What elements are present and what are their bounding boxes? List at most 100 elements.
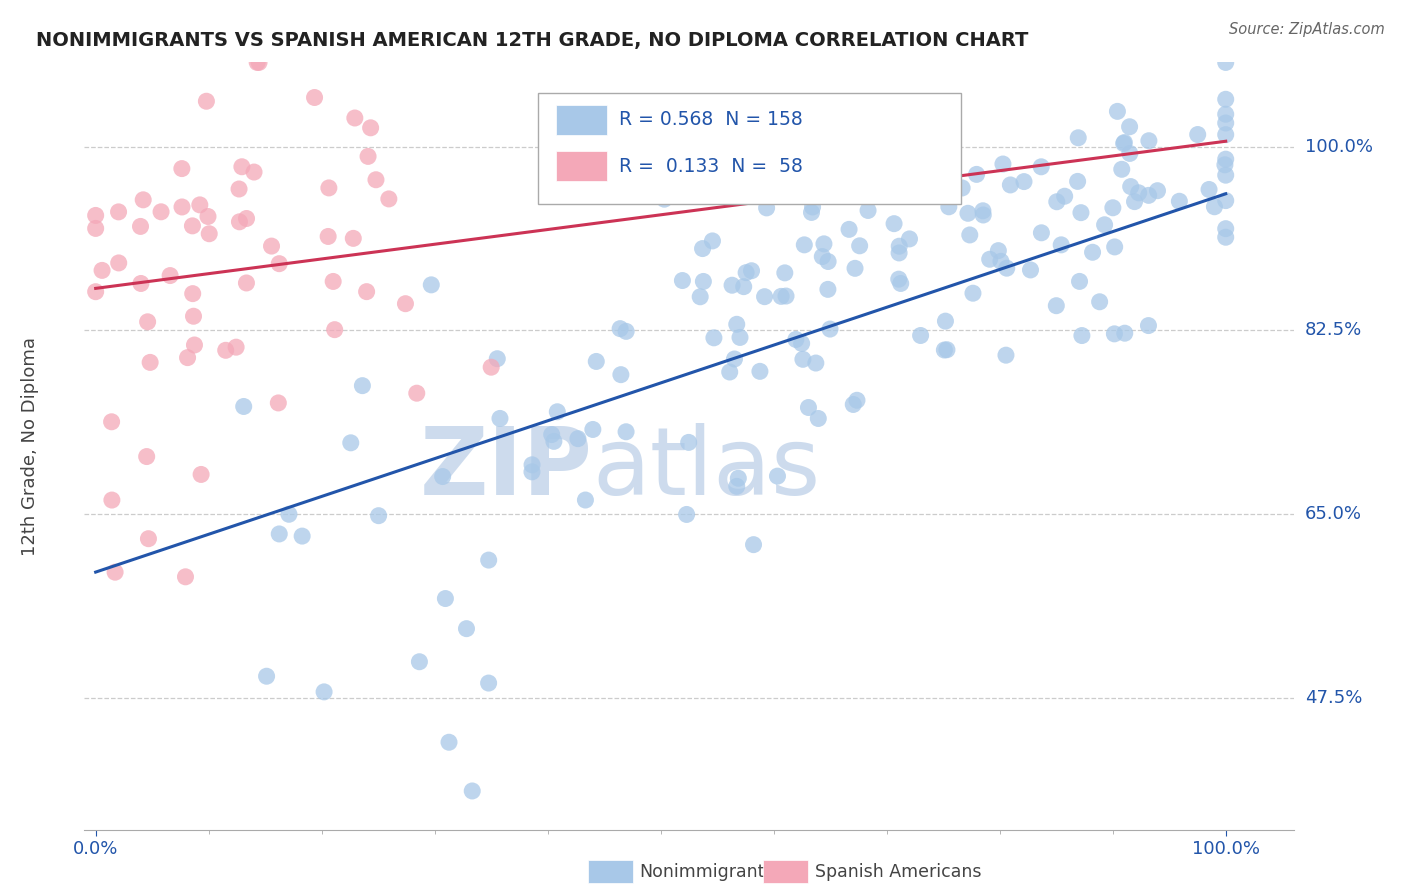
Point (1215, 55, 1237, 70)
Point (339, 435, 361, 450)
Point (357, 149, 380, 163)
Point (824, 170, 846, 185)
Point (813, 236, 835, 251)
Point (610, 368, 633, 382)
Point (101, 493, 124, 508)
Point (1215, 107, 1237, 121)
Point (256, 669, 278, 683)
Point (104, 565, 127, 579)
FancyBboxPatch shape (538, 93, 962, 204)
Point (235, 276, 257, 290)
Point (1067, 130, 1090, 145)
Point (132, 193, 155, 207)
Point (675, 508, 697, 522)
Point (1114, 326, 1136, 341)
Point (432, 469, 454, 483)
Point (703, 331, 725, 345)
Point (1128, 186, 1150, 200)
Point (827, 178, 849, 193)
Point (741, 264, 763, 278)
Point (725, 318, 748, 332)
Point (1146, 184, 1168, 198)
Point (1119, 179, 1142, 194)
Point (1081, 245, 1104, 260)
Point (456, 622, 478, 636)
Point (405, 386, 427, 401)
Point (1104, 326, 1126, 341)
Point (181, 286, 204, 301)
Point (883, 217, 905, 231)
Point (364, 173, 387, 187)
Point (225, 340, 247, 354)
Point (702, 234, 724, 248)
Point (990, 254, 1012, 268)
Point (1069, 274, 1091, 288)
Point (291, 529, 314, 543)
Text: 82.5%: 82.5% (1305, 321, 1362, 340)
Point (136, 315, 159, 329)
Point (848, 239, 870, 253)
Point (817, 282, 839, 296)
Point (247, 55, 270, 70)
Point (1215, 128, 1237, 142)
Point (323, 323, 346, 337)
Point (190, 467, 212, 482)
Point (1123, 194, 1146, 209)
FancyBboxPatch shape (555, 104, 607, 136)
Point (887, 246, 910, 260)
Point (1050, 238, 1073, 252)
Point (150, 204, 173, 219)
Point (1070, 205, 1092, 219)
Point (318, 181, 340, 195)
Point (1137, 318, 1160, 333)
Point (582, 422, 605, 436)
Text: R = 0.568  N = 158: R = 0.568 N = 158 (619, 111, 803, 129)
Point (609, 321, 631, 335)
Point (793, 237, 815, 252)
Point (107, 256, 129, 270)
Point (818, 322, 841, 336)
Point (278, 508, 301, 522)
Point (934, 343, 956, 357)
Text: 47.5%: 47.5% (1305, 690, 1362, 707)
Point (1168, 194, 1191, 209)
Point (342, 231, 364, 245)
Point (174, 570, 197, 584)
Point (797, 401, 820, 415)
Point (1088, 294, 1111, 309)
Text: 100.0%: 100.0% (1305, 137, 1372, 155)
Point (817, 254, 839, 268)
Point (614, 425, 637, 439)
Point (1031, 226, 1053, 240)
Point (312, 685, 335, 699)
Point (1104, 240, 1126, 254)
Point (1070, 328, 1092, 343)
Point (1215, 230, 1237, 244)
Point (934, 314, 956, 328)
Point (567, 432, 589, 446)
Point (718, 365, 741, 379)
Point (170, 200, 193, 214)
Point (84, 285, 107, 299)
Point (461, 784, 484, 798)
Point (938, 200, 960, 214)
Point (129, 219, 152, 234)
Point (1204, 200, 1226, 214)
Point (343, 111, 366, 125)
Point (1045, 299, 1067, 313)
Point (846, 393, 869, 408)
Point (1031, 160, 1053, 174)
Point (972, 208, 994, 222)
Point (1215, 92, 1237, 106)
Point (723, 142, 745, 156)
Point (228, 215, 250, 229)
Point (901, 175, 924, 189)
Point (181, 219, 204, 233)
Point (1114, 136, 1136, 150)
Text: 65.0%: 65.0% (1305, 505, 1361, 524)
Text: ZIP: ZIP (419, 423, 592, 515)
Point (1119, 146, 1142, 161)
Text: Spanish Americans: Spanish Americans (815, 863, 981, 881)
Point (235, 211, 257, 226)
Point (138, 532, 160, 546)
